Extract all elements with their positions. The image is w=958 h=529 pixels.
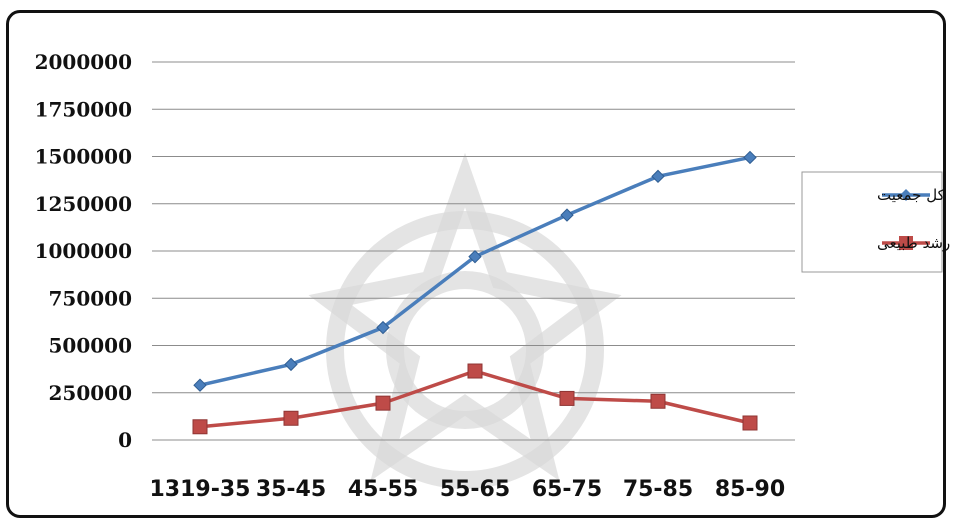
data-point xyxy=(559,390,575,406)
x-tick-label: 75-85 xyxy=(623,477,693,502)
data-point xyxy=(742,415,758,431)
data-point xyxy=(193,378,207,392)
y-tick-label: 1500000 xyxy=(35,145,132,169)
x-tick-label: 65-75 xyxy=(532,477,602,502)
legend-box xyxy=(801,171,943,273)
x-axis-ticks: 1319-35 35-45 45-55 55-65 65-75 75-85 85-90 xyxy=(150,477,786,502)
series-layer xyxy=(192,150,758,435)
data-point xyxy=(375,395,391,411)
data-point xyxy=(650,393,666,409)
legend: کل جمعیت رشد طبیعی xyxy=(801,171,950,273)
y-tick-label: 500000 xyxy=(49,334,133,358)
data-point xyxy=(560,208,574,222)
y-tick-label: 750000 xyxy=(49,286,133,310)
grid-lines xyxy=(152,61,795,441)
y-tick-label: 2000000 xyxy=(35,50,132,74)
legend-label: کل جمعیت xyxy=(877,186,946,204)
x-tick-label: 85-90 xyxy=(715,477,785,502)
data-point xyxy=(283,410,299,426)
y-tick-label: 1250000 xyxy=(35,192,132,216)
data-point xyxy=(376,320,390,335)
legend-marker xyxy=(899,236,913,250)
y-tick-label: 0 xyxy=(118,428,132,452)
data-point xyxy=(468,249,482,264)
x-tick-label: 55-65 xyxy=(440,477,510,502)
data-point xyxy=(651,169,665,184)
y-tick-label: 1750000 xyxy=(35,97,132,121)
x-tick-label: 45-55 xyxy=(348,477,418,502)
data-point xyxy=(467,363,483,379)
data-point xyxy=(192,419,208,435)
watermark-emblem xyxy=(308,152,622,489)
x-tick-label: 1319-35 xyxy=(150,477,251,502)
legend-marker xyxy=(900,189,912,201)
y-tick-label: 1000000 xyxy=(35,239,132,263)
y-axis-ticks: 0 250000 500000 750000 1000000 1250000 1500000… xyxy=(35,50,132,452)
data-point xyxy=(284,357,298,372)
y-tick-label: 250000 xyxy=(49,381,133,405)
x-tick-label: 35-45 xyxy=(256,477,326,502)
legend-label: رشد طبیعی xyxy=(877,234,950,252)
chart-frame xyxy=(6,10,946,518)
data-point xyxy=(743,150,757,165)
